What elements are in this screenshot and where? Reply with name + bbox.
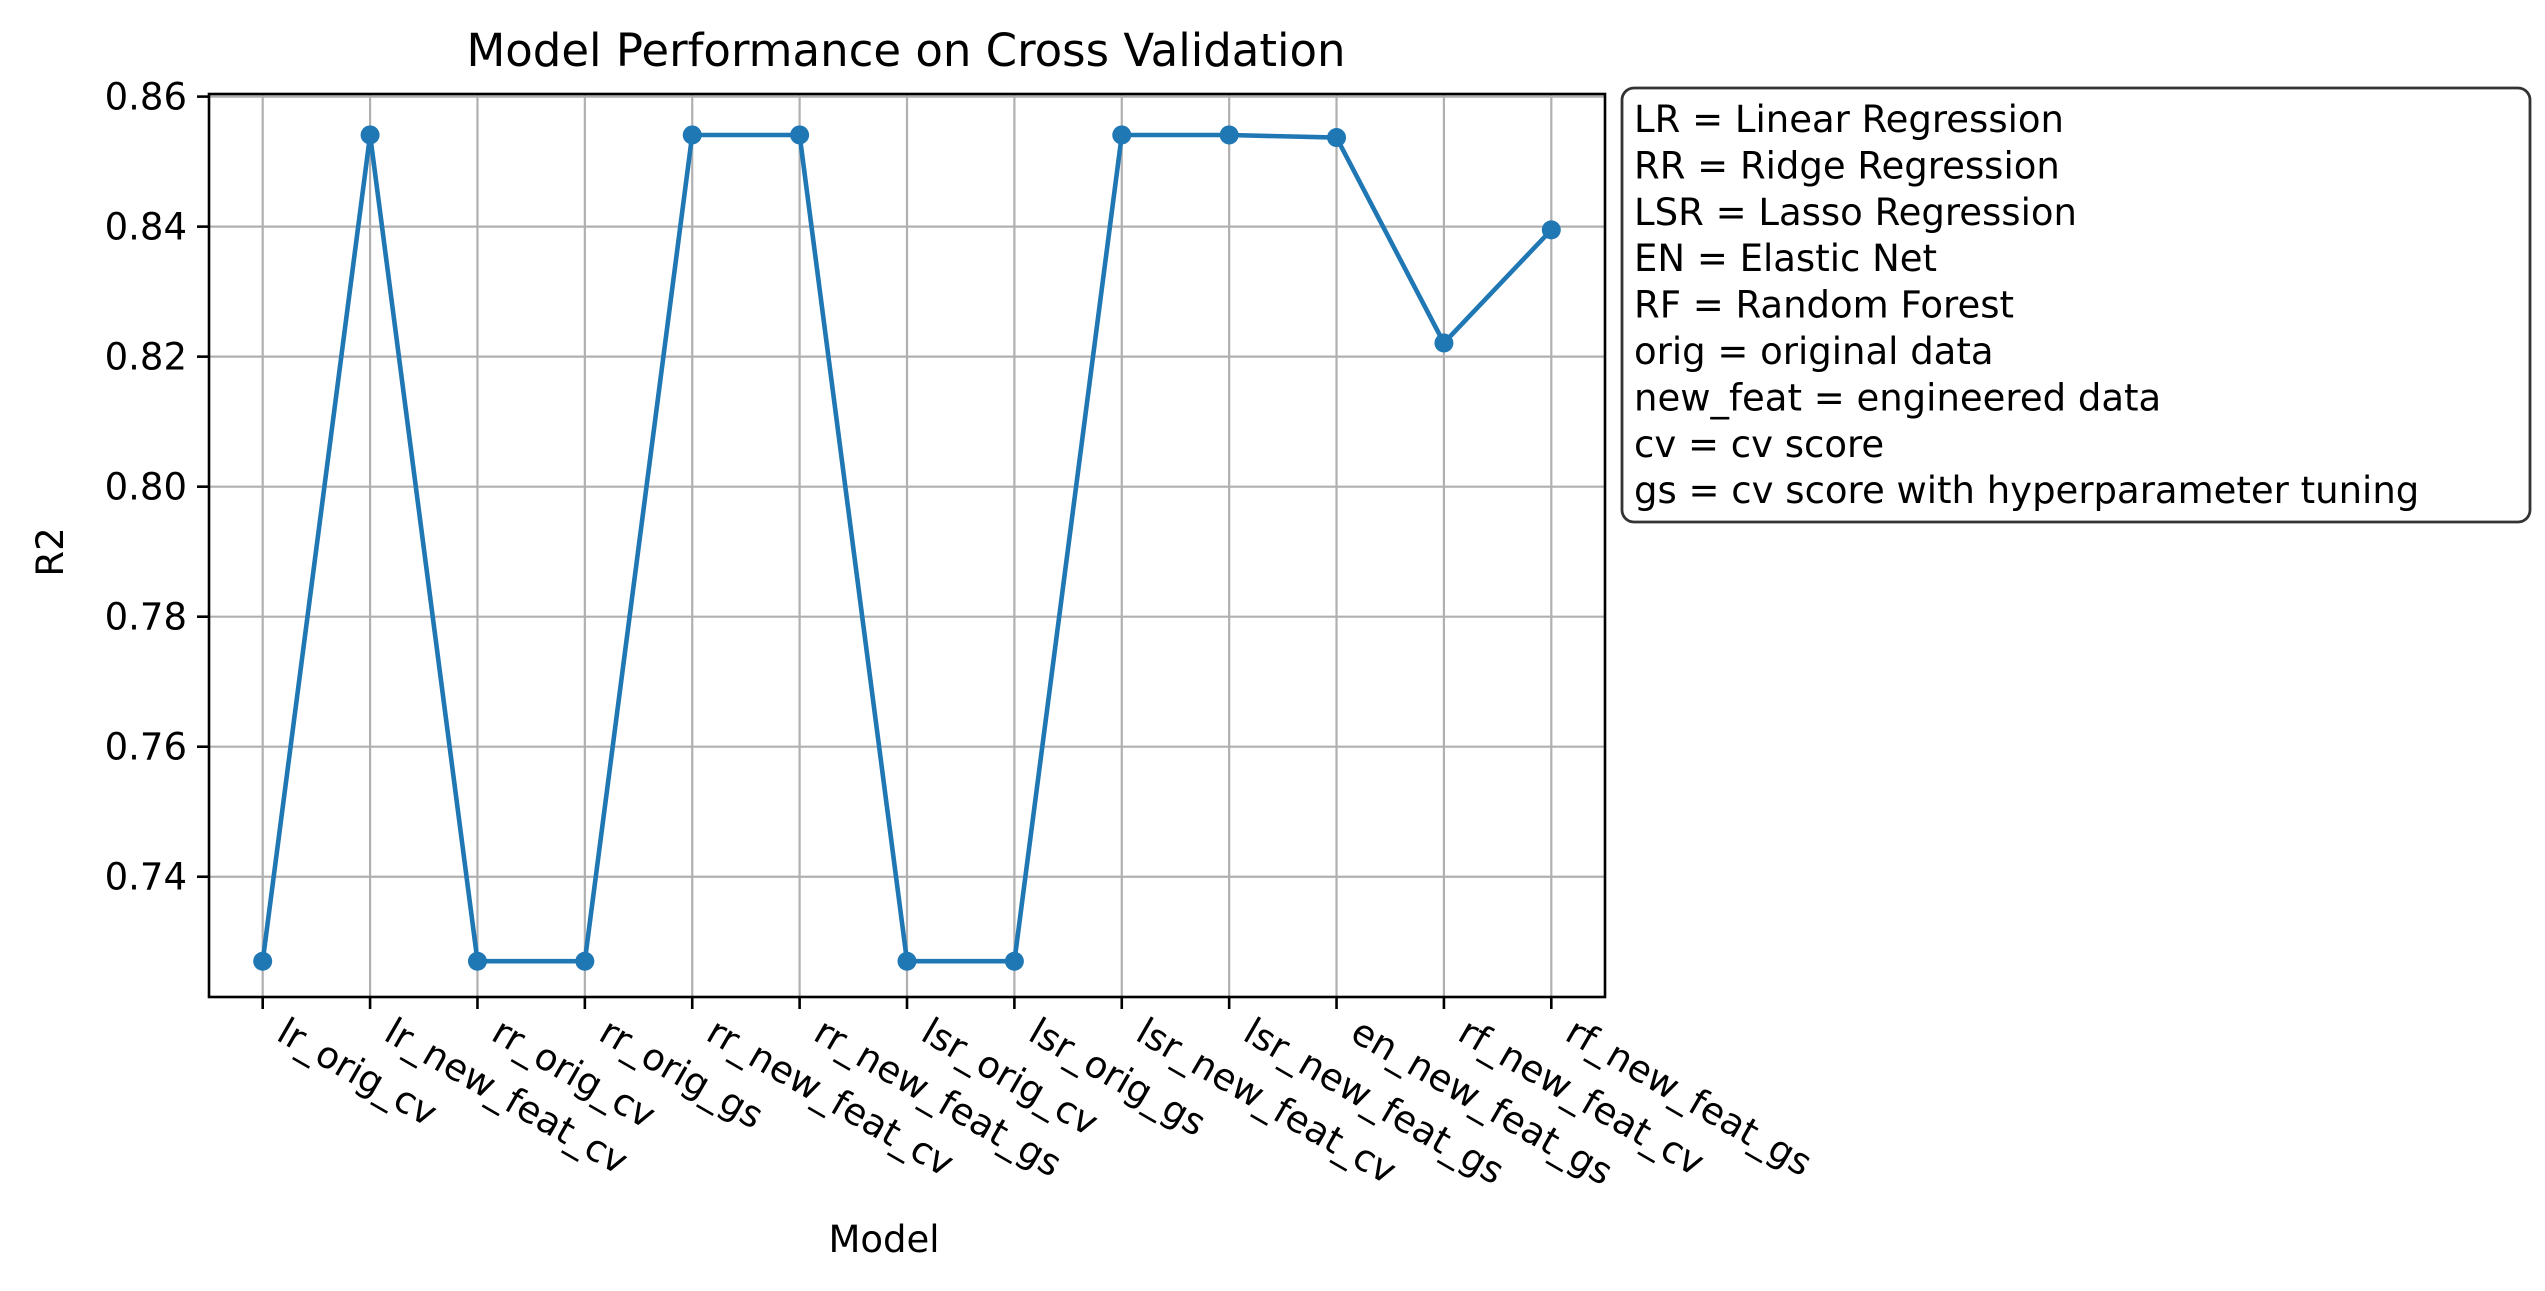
y-tick-label: 0.80 bbox=[105, 466, 187, 509]
y-axis-ticks: 0.74 0.76 0.78 0.80 0.82 0.84 0.86 bbox=[105, 76, 209, 899]
legend-entry: orig = original data bbox=[1634, 330, 1994, 373]
y-tick-label: 0.84 bbox=[105, 206, 187, 249]
data-point bbox=[682, 125, 702, 145]
y-tick-label: 0.86 bbox=[105, 76, 187, 119]
legend-entry: LSR = Lasso Regression bbox=[1634, 191, 2077, 234]
data-point bbox=[790, 125, 810, 145]
grid bbox=[209, 94, 1605, 997]
chart-title: Model Performance on Cross Validation bbox=[466, 24, 1345, 77]
legend-entry: RR = Ridge Regression bbox=[1634, 144, 2060, 187]
data-point bbox=[1434, 333, 1454, 353]
y-tick-label: 0.76 bbox=[105, 726, 187, 769]
legend-entry: EN = Elastic Net bbox=[1634, 237, 1937, 280]
data-point bbox=[1112, 125, 1132, 145]
legend-entry: cv = cv score bbox=[1634, 423, 1884, 466]
data-point bbox=[1327, 128, 1347, 148]
y-tick-label: 0.78 bbox=[105, 596, 187, 639]
legend-entry: LR = Linear Regression bbox=[1634, 98, 2064, 141]
legend-entry: gs = cv score with hyperparameter tuning bbox=[1634, 469, 2419, 512]
legend-frame bbox=[1620, 86, 2532, 524]
y-axis-label: R2 bbox=[29, 527, 72, 576]
data-point bbox=[1004, 951, 1024, 971]
series-layer bbox=[253, 125, 1561, 971]
data-point bbox=[253, 951, 273, 971]
data-point bbox=[575, 951, 595, 971]
legend-entry: RF = Random Forest bbox=[1634, 284, 2014, 327]
data-point bbox=[360, 125, 380, 145]
x-axis-ticks: lr_orig_cvlr_new_feat_cvrr_orig_cvrr_ori… bbox=[261, 997, 1819, 1194]
y-tick-label: 0.82 bbox=[105, 336, 187, 379]
y-tick-label: 0.74 bbox=[105, 856, 187, 899]
data-point bbox=[897, 951, 917, 971]
legend-entry: new_feat = engineered data bbox=[1634, 376, 2161, 419]
data-point bbox=[1219, 125, 1239, 145]
data-point bbox=[1541, 220, 1561, 240]
data-point bbox=[467, 951, 487, 971]
x-axis-label: Model bbox=[828, 1218, 939, 1261]
